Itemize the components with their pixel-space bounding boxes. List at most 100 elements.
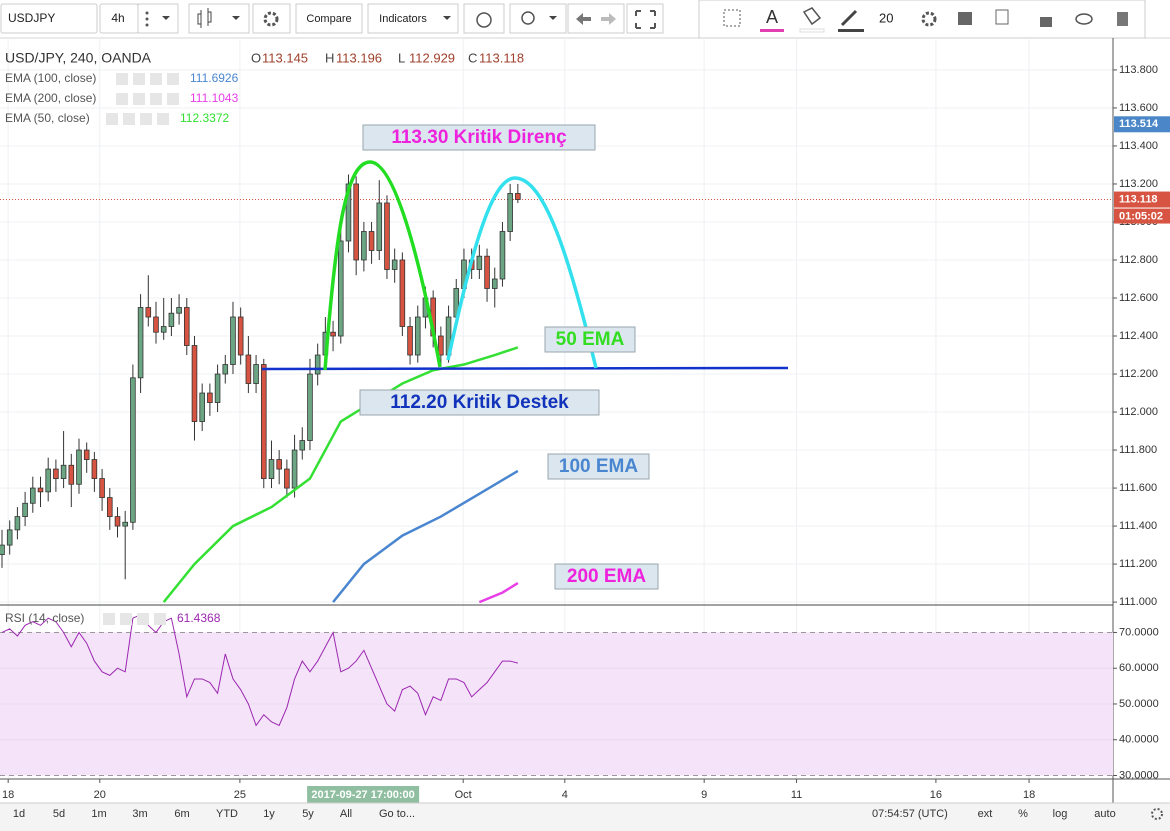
interval-menu[interactable]	[137, 3, 179, 34]
legend-series-value: 112.3372	[180, 111, 229, 125]
scale-option[interactable]: ext	[978, 808, 993, 820]
clock: 07:54:57 (UTC)	[872, 808, 948, 820]
goto-button[interactable]: Go to...	[379, 808, 415, 820]
undo-redo[interactable]	[567, 3, 625, 34]
caret	[232, 16, 240, 20]
annotation-box[interactable]	[359, 389, 600, 416]
clone-icon[interactable]	[995, 9, 1009, 25]
legend-button[interactable]	[116, 93, 128, 105]
eye-icon[interactable]	[1075, 13, 1093, 25]
candle-body	[368, 231, 375, 251]
fullscreen[interactable]	[626, 3, 664, 34]
caret	[549, 16, 557, 20]
legend-series-name[interactable]: EMA (50, close)	[5, 111, 90, 125]
candle-icon	[197, 8, 212, 28]
interval: 4h	[111, 11, 124, 25]
legend-button[interactable]	[106, 113, 118, 125]
legend-l-label: L	[398, 50, 405, 65]
cyan-arc[interactable]	[446, 176, 598, 369]
legend-series-name[interactable]: EMA (100, close)	[5, 71, 96, 85]
annotation-text: 113.30 Kritik Direnç	[391, 127, 567, 148]
settings-icon[interactable]	[1151, 808, 1163, 820]
legend-button[interactable]	[103, 613, 115, 625]
dot	[145, 23, 149, 27]
green-arc[interactable]	[323, 160, 442, 371]
annotation-box[interactable]	[544, 326, 636, 353]
legend-button[interactable]	[133, 93, 145, 105]
symbol-box[interactable]	[0, 3, 98, 34]
legend-button[interactable]	[150, 93, 162, 105]
candle-body	[137, 307, 144, 379]
scale-option[interactable]: auto	[1094, 808, 1115, 820]
range-button[interactable]: 1y	[263, 808, 275, 820]
candle-body	[207, 392, 213, 403]
legend-button[interactable]	[140, 113, 152, 125]
legend-c-label: C	[468, 50, 477, 65]
candle-body	[222, 364, 229, 375]
legend-button[interactable]	[120, 613, 132, 625]
legend-button[interactable]	[157, 113, 169, 125]
select-icon[interactable]	[723, 9, 741, 27]
candle-body	[230, 316, 236, 365]
legend-button[interactable]	[167, 73, 179, 85]
chart-style[interactable]	[188, 3, 250, 34]
legend-button[interactable]	[123, 113, 135, 125]
support-line[interactable]	[261, 366, 789, 371]
font-size[interactable]: 20	[879, 10, 893, 25]
y-tick-label: 112.000	[1119, 406, 1158, 418]
legend-button[interactable]	[133, 73, 145, 85]
bottom-controls: 1d 5d 1m 3m 6m YTD 1y 5y All Go to... 07:54:57 (UT…	[13, 808, 1163, 820]
y-tick-label: 111.400	[1119, 520, 1157, 532]
annotation-box[interactable]	[547, 453, 650, 480]
range-button[interactable]: All	[340, 808, 352, 820]
caret	[162, 16, 170, 20]
legend-button[interactable]	[167, 93, 179, 105]
range-button[interactable]: 6m	[174, 808, 189, 820]
text-tool-icon[interactable]: A	[766, 7, 778, 27]
indicators-button[interactable]	[367, 3, 459, 34]
candle-body	[45, 468, 51, 493]
compare-button[interactable]	[295, 3, 363, 34]
legend-button[interactable]	[150, 73, 162, 85]
range-button[interactable]: 3m	[132, 808, 147, 820]
annotation-box[interactable]	[362, 124, 596, 151]
alert-button[interactable]	[463, 3, 505, 34]
range-button[interactable]: YTD	[216, 808, 238, 820]
fill-icon[interactable]	[802, 7, 822, 26]
x-tick-label: 9	[701, 789, 707, 801]
trash-icon[interactable]	[1117, 12, 1128, 26]
annotation-box[interactable]	[554, 563, 659, 590]
candle-body	[122, 521, 128, 527]
line-icon[interactable]	[840, 9, 858, 27]
price-pane	[0, 174, 1113, 604]
range-button[interactable]: 1m	[91, 808, 106, 820]
line-color	[838, 29, 864, 32]
gear-icon[interactable]	[921, 11, 937, 27]
lock-icon[interactable]	[1040, 17, 1052, 27]
legend-button[interactable]	[116, 73, 128, 85]
rsi-pane	[0, 613, 1113, 776]
legend-button[interactable]	[137, 613, 149, 625]
range-button[interactable]: 5y	[302, 808, 314, 820]
legend-rsi-name[interactable]: RSI (14, close)	[5, 611, 84, 625]
candle-body	[183, 307, 190, 346]
y-tick-label: 113.400	[1119, 140, 1158, 152]
y-tick-label: 40.0000	[1119, 734, 1159, 746]
ideas-button[interactable]	[509, 3, 567, 34]
legend-series-name[interactable]: EMA (200, close)	[5, 91, 96, 105]
dot	[145, 11, 149, 15]
crosshair-label: 2017-09-27 17:00:00	[311, 789, 414, 801]
range-button[interactable]: 5d	[53, 808, 65, 820]
price-label-bg	[1114, 191, 1170, 208]
fill-color	[799, 28, 825, 33]
visual-order-icon[interactable]	[958, 12, 972, 25]
candle-body	[260, 364, 267, 479]
settings[interactable]	[252, 3, 291, 34]
scale-option[interactable]: log	[1053, 808, 1068, 820]
candle-body	[30, 487, 36, 504]
legend-button[interactable]	[154, 613, 166, 625]
range-button[interactable]: 1d	[13, 808, 25, 820]
y-tick-label: 70.0000	[1119, 626, 1159, 638]
scale-option[interactable]: %	[1018, 808, 1028, 820]
